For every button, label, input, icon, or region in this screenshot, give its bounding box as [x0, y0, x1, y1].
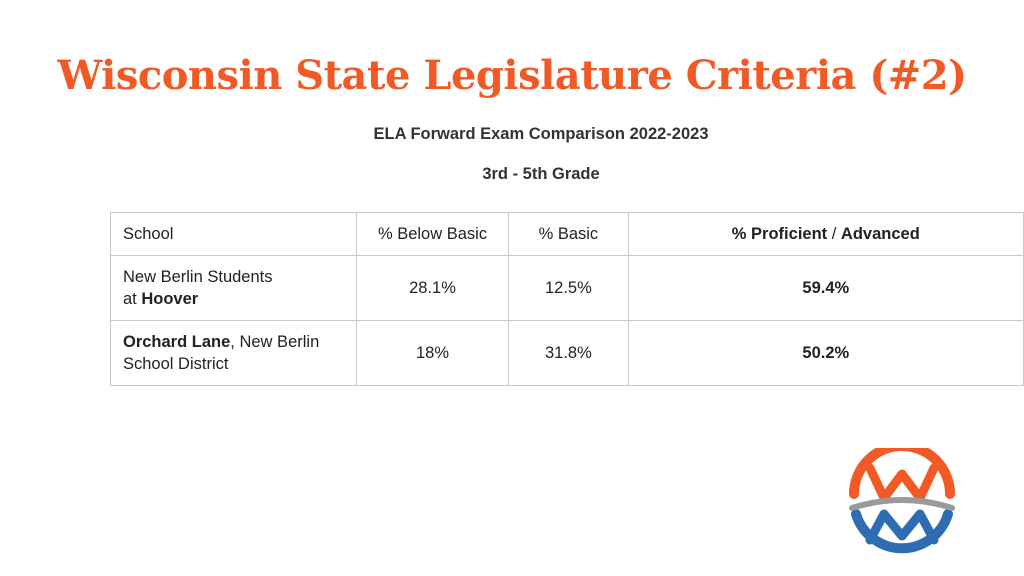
slide-title: Wisconsin State Legislature Criteria (#2… — [57, 52, 967, 99]
exam-subtitle: ELA Forward Exam Comparison 2022-2023 — [373, 125, 709, 143]
header-separator: / — [827, 225, 841, 243]
school-rest: , New Berlin — [230, 333, 320, 351]
cell-school-orchard-lane: Orchard Lane, New Berlin School District — [110, 320, 357, 386]
school-line2: School District — [123, 355, 229, 373]
header-proficient: % Proficient — [731, 225, 828, 243]
header-below-basic: % Below Basic — [355, 212, 510, 256]
results-table: School % Below Basic % Basic % Proficien… — [110, 212, 1024, 386]
table-row: New Berlin Students at Hoover 28.1% 12.5%… — [110, 255, 1024, 321]
grade-subtitle: 3rd - 5th Grade — [482, 165, 600, 183]
cell-school-hoover: New Berlin Students at Hoover — [110, 255, 357, 321]
school-name-bold: Hoover — [141, 290, 199, 308]
header-basic: % Basic — [508, 212, 629, 256]
logo-w-letter — [865, 463, 939, 503]
logo-m-letter — [865, 509, 939, 545]
header-proficient-advanced: % Proficient / Advanced — [627, 212, 1024, 256]
table-header-row: School % Below Basic % Basic % Proficien… — [110, 212, 1024, 256]
wm-circle-logo-icon — [849, 448, 955, 554]
cell-below-basic: 28.1% — [355, 255, 510, 321]
cell-proficient-advanced: 59.4% — [627, 255, 1024, 321]
cell-basic: 12.5% — [508, 255, 629, 321]
school-mid: at — [123, 290, 142, 308]
logo-top-arc — [849, 448, 955, 499]
table-row: Orchard Lane, New Berlin School District … — [110, 320, 1024, 386]
cell-below-basic: 18% — [355, 320, 510, 386]
school-prefix: New Berlin Students — [123, 268, 273, 286]
header-school: School — [110, 212, 357, 256]
cell-proficient-advanced: 50.2% — [627, 320, 1024, 386]
school-name-bold: Orchard Lane — [123, 333, 231, 351]
cell-basic: 31.8% — [508, 320, 629, 386]
logo-bottom-arc — [851, 509, 953, 554]
header-advanced: Advanced — [840, 225, 920, 243]
logo-swoosh — [849, 497, 955, 511]
